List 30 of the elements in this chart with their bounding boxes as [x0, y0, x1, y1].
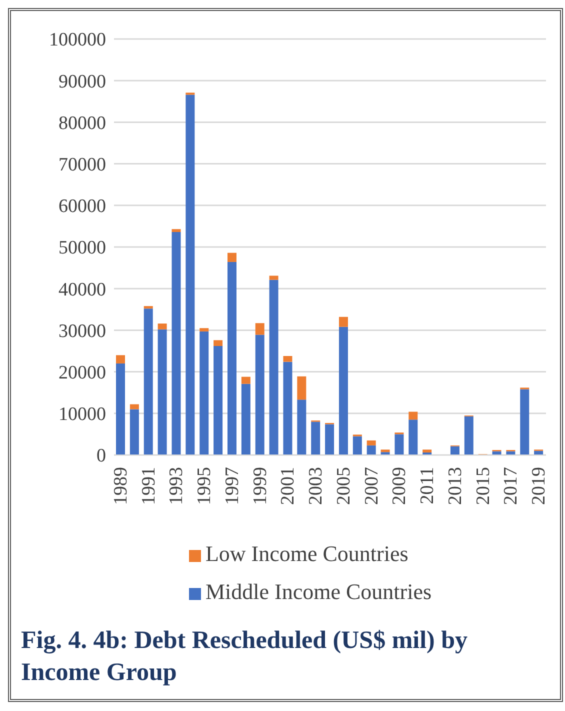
y-tick-label: 30000 [58, 320, 106, 342]
x-tick-label: 2011 [417, 467, 438, 504]
x-tick-label: 1999 [250, 467, 271, 505]
y-tick-label: 0 [96, 446, 106, 467]
x-tick-label: 2019 [528, 467, 550, 505]
x-tick-label: 1993 [166, 467, 188, 505]
y-tick-label: 100000 [49, 30, 106, 51]
x-tick-label: 2007 [361, 467, 382, 505]
x-tick-label: 1997 [222, 467, 243, 505]
x-tick-label: 2017 [500, 467, 522, 505]
x-tick-label: 2003 [306, 467, 327, 505]
y-tick-label: 60000 [58, 196, 106, 218]
x-tick-label: 1995 [194, 467, 216, 505]
y-tick-label: 10000 [58, 404, 106, 426]
y-tick-label: 40000 [58, 279, 106, 300]
y-tick-label: 70000 [58, 154, 106, 176]
legend-label: Middle Income Countries [205, 579, 432, 604]
y-tick-label: 80000 [58, 112, 106, 134]
y-tick-label: 50000 [58, 238, 106, 259]
x-tick-label: 2005 [333, 467, 354, 505]
x-tick-label: 1989 [110, 467, 132, 505]
y-tick-label: 20000 [58, 362, 106, 384]
x-tick-label: 1991 [138, 467, 160, 505]
text: Fig. 4. 4b: Debt Rescheduled (US$ mil) by Income Group [20, 626, 469, 688]
x-tick-label: 2009 [389, 467, 410, 505]
legend-label: Low Income Countries [205, 541, 408, 566]
y-tick-label: 90000 [58, 71, 106, 92]
x-tick-label: 2013 [444, 467, 466, 505]
x-tick-label: 2015 [472, 467, 494, 505]
x-tick-label: 2001 [278, 467, 299, 505]
